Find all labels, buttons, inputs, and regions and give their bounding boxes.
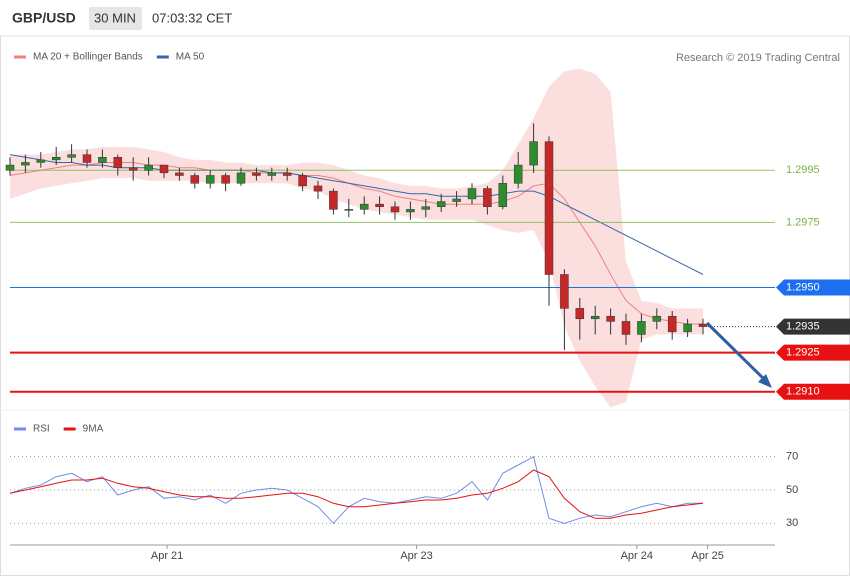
level-badge — [776, 318, 850, 335]
candle-body — [621, 321, 631, 335]
candle-body — [236, 172, 246, 184]
legend-label: MA 50 — [176, 52, 205, 63]
level-label: 1.2935 — [786, 321, 820, 333]
candle-body — [698, 323, 708, 327]
candle-body — [421, 206, 431, 210]
candle-body — [282, 172, 292, 176]
candle-body — [252, 172, 261, 176]
legend-label: 9MA — [83, 424, 104, 435]
candle-body — [190, 175, 200, 184]
candle-body — [298, 175, 307, 187]
candle-body — [390, 206, 400, 213]
rsi-line — [9, 469, 704, 519]
candle-body — [21, 162, 30, 166]
candle-body — [98, 157, 107, 163]
y-tick-label: 50 — [786, 484, 798, 496]
candle-body — [36, 159, 46, 163]
x-tick-label: Apr 25 — [691, 550, 723, 562]
candle-body — [483, 188, 492, 208]
candle-body — [406, 209, 415, 213]
level-label: 1.2925 — [786, 347, 820, 359]
candle-body — [159, 164, 169, 174]
y-tick-label: 30 — [786, 517, 798, 529]
candle-body — [513, 164, 523, 184]
candle-body — [637, 321, 646, 335]
candle-body — [329, 190, 338, 210]
candle-body — [113, 157, 123, 168]
candle-body — [575, 308, 585, 320]
candle-body — [67, 154, 76, 158]
copyright: Research © 2019 Trading Central — [676, 52, 840, 64]
candle-body — [313, 185, 323, 192]
x-tick-label: Apr 21 — [151, 550, 183, 562]
level-label: 1.2950 — [786, 281, 820, 293]
interval[interactable]: 30 MIN — [94, 10, 136, 25]
candle-body — [436, 201, 446, 208]
candle-body — [452, 198, 461, 202]
ma50-line — [9, 154, 704, 275]
symbol: GBP/USD — [12, 10, 76, 26]
candle-body — [606, 315, 615, 322]
level-badge — [776, 279, 850, 296]
candle-body — [175, 172, 184, 176]
candle-body — [359, 203, 369, 210]
x-tick-label: Apr 23 — [400, 550, 432, 562]
x-tick-label: Apr 24 — [621, 550, 653, 562]
arrow-head — [758, 374, 772, 388]
candle-body — [267, 172, 277, 176]
y-tick-label: 70 — [786, 451, 798, 463]
candle-body — [51, 157, 61, 161]
candle-body — [128, 167, 138, 171]
candle-body — [375, 203, 384, 208]
rsi-line — [9, 455, 703, 525]
candle-body — [590, 315, 600, 320]
candle-body — [560, 274, 569, 309]
candle-body — [82, 154, 92, 163]
candle-body — [221, 175, 230, 184]
level-label: 1.2975 — [786, 216, 820, 228]
candle-body — [205, 175, 215, 184]
ma20-line — [9, 162, 703, 325]
forecast-arrow — [705, 321, 770, 385]
candle-body — [344, 209, 354, 211]
legend-label: RSI — [33, 424, 50, 435]
candle-body — [667, 315, 677, 333]
interval-box[interactable] — [89, 7, 142, 30]
candle-body — [652, 315, 662, 322]
candle-body — [467, 188, 477, 200]
candle-body — [544, 141, 554, 275]
clock: 07:03:32 CET — [152, 10, 232, 25]
level-label: 1.2995 — [786, 164, 820, 176]
candle-body — [5, 164, 15, 171]
candle-body — [144, 164, 153, 171]
level-badge — [776, 344, 850, 361]
legend-label: MA 20 + Bollinger Bands — [33, 52, 143, 63]
level-badge — [776, 383, 850, 400]
candle-body — [498, 183, 508, 208]
candle-body — [683, 323, 692, 333]
candle-body — [529, 141, 538, 166]
level-label: 1.2910 — [786, 386, 820, 398]
